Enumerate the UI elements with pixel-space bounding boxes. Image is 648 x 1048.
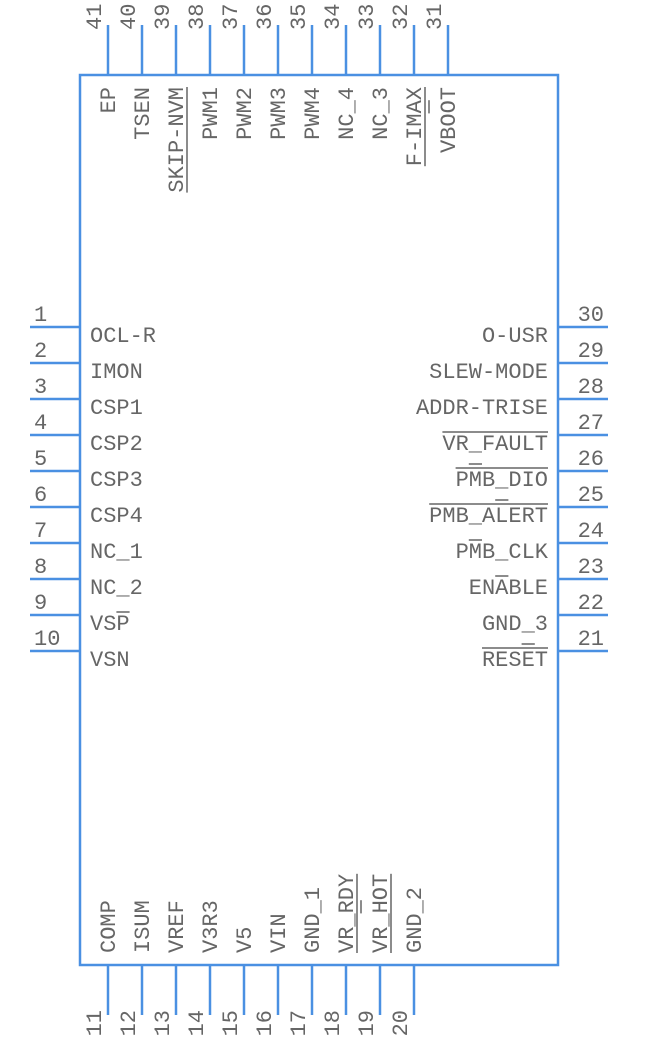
pin-label-30: O-USR: [482, 324, 548, 349]
pin-label-25: PMB_ALERT: [429, 504, 548, 529]
pin-num-30: 30: [578, 303, 604, 328]
pin-label-9: VSP: [90, 612, 130, 637]
pin-num-39: 39: [151, 4, 176, 30]
pin-num-24: 24: [578, 519, 604, 544]
pin-label-38: PWM1: [199, 87, 224, 140]
pin-label-22: GND_3: [482, 612, 548, 637]
pin-num-27: 27: [578, 411, 604, 436]
pin-num-31: 31: [423, 4, 448, 30]
pin-label-11: COMP: [97, 900, 122, 953]
pin-label-24: PMB_CLK: [456, 540, 549, 565]
pin-num-34: 34: [321, 4, 346, 30]
pin-label-16: VIN: [267, 913, 292, 953]
pin-num-26: 26: [578, 447, 604, 472]
pin-num-1: 1: [34, 303, 47, 328]
pin-num-25: 25: [578, 483, 604, 508]
pin-label-4: CSP2: [90, 432, 143, 457]
pin-label-40: TSEN: [131, 87, 156, 140]
pin-num-19: 19: [355, 1010, 380, 1036]
pin-num-2: 2: [34, 339, 47, 364]
pin-label-34: NC_4: [335, 87, 360, 140]
pin-label-8: NC_2: [90, 576, 143, 601]
pin-label-17: GND_1: [301, 887, 326, 953]
pin-num-40: 40: [117, 4, 142, 30]
pin-label-35: PWM4: [301, 87, 326, 140]
pin-num-5: 5: [34, 447, 47, 472]
pin-num-11: 11: [83, 1010, 108, 1036]
pin-label-20: GND_2: [403, 887, 428, 953]
pin-num-23: 23: [578, 555, 604, 580]
pin-label-28: ADDR-TRISE: [416, 396, 548, 421]
pin-num-22: 22: [578, 591, 604, 616]
pin-label-36: PWM3: [267, 87, 292, 140]
pin-label-37: PWM2: [233, 87, 258, 140]
pin-num-20: 20: [389, 1010, 414, 1036]
pin-label-10: VSN: [90, 648, 130, 673]
pin-num-17: 17: [287, 1010, 312, 1036]
pin-num-21: 21: [578, 627, 604, 652]
pin-label-26: PMB_DIO: [456, 468, 548, 493]
pin-num-9: 9: [34, 591, 47, 616]
pin-label-15: V5: [233, 927, 258, 953]
pin-label-31: VBOOT: [437, 87, 462, 153]
pin-label-41: EP: [97, 87, 122, 113]
pin-num-3: 3: [34, 375, 47, 400]
pin-label-6: CSP4: [90, 504, 143, 529]
pin-num-4: 4: [34, 411, 47, 436]
pin-label-23: ENABLE: [469, 576, 548, 601]
pin-num-38: 38: [185, 4, 210, 30]
pin-label-3: CSP1: [90, 396, 143, 421]
pinout-diagram: 1 OCL-R 2 IMON 3 CSP1 4 CSP2 5 CSP3 6 CSP4 7 NC_1 8 NC_…: [0, 0, 648, 1048]
pin-num-41: 41: [83, 4, 108, 30]
pin-num-6: 6: [34, 483, 47, 508]
pin-num-13: 13: [151, 1010, 176, 1036]
pin-label-14: V3R3: [199, 900, 224, 953]
pin-num-7: 7: [34, 519, 47, 544]
pin-num-10: 10: [34, 627, 60, 652]
pin-num-18: 18: [321, 1010, 346, 1036]
pin-num-37: 37: [219, 4, 244, 30]
pin-num-28: 28: [578, 375, 604, 400]
pin-num-36: 36: [253, 4, 278, 30]
pin-num-8: 8: [34, 555, 47, 580]
pin-label-29: SLEW-MODE: [429, 360, 548, 385]
pin-label-27: VR_FAULT: [442, 432, 548, 457]
pin-num-16: 16: [253, 1010, 278, 1036]
pin-num-15: 15: [219, 1010, 244, 1036]
pin-label-7: NC_1: [90, 540, 143, 565]
pin-num-12: 12: [117, 1010, 142, 1036]
pin-label-1: OCL-R: [90, 324, 156, 349]
pin-num-29: 29: [578, 339, 604, 364]
pin-label-13: VREF: [165, 900, 190, 953]
pin-num-33: 33: [355, 4, 380, 30]
pin-label-33: NC_3: [369, 87, 394, 140]
pin-num-32: 32: [389, 4, 414, 30]
pin-num-35: 35: [287, 4, 312, 30]
pin-label-12: ISUM: [131, 900, 156, 953]
pin-num-14: 14: [185, 1010, 210, 1036]
pin-label-5: CSP3: [90, 468, 143, 493]
pin-label-2: IMON: [90, 360, 143, 385]
pin-label-21: RESET: [482, 648, 548, 673]
